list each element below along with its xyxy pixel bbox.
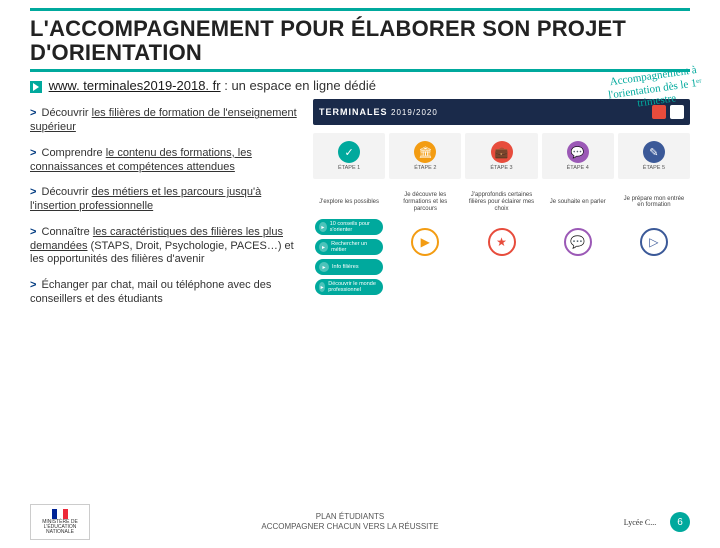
lycee-logo: Lycée C... bbox=[610, 518, 670, 527]
page-title: L'ACCOMPAGNEMENT POUR ÉLABORER SON PROJE… bbox=[30, 17, 690, 65]
card-head: Je découvre les formations et les parcou… bbox=[389, 187, 461, 217]
pill-label: Découvrir le monde professionnel bbox=[328, 281, 379, 293]
bullet-item: > Comprendre le contenu des formations, … bbox=[30, 147, 303, 175]
pill-icon: ▸ bbox=[319, 242, 328, 252]
card-column: J'explore les possibles▸10 conseils pour… bbox=[313, 187, 385, 297]
card-head: J'approfondis certaines filières pour éc… bbox=[465, 187, 537, 217]
step-tile: 🏛 ÉTAPE 2 bbox=[389, 133, 461, 179]
pill-icon: ▸ bbox=[319, 282, 325, 292]
step-label: ÉTAPE 4 bbox=[567, 165, 589, 171]
preview-panel: TERMINALES 2019/2020 ✓ ÉTAPE 1 🏛 ÉTAPE 2 💼 ÉT… bbox=[313, 99, 690, 318]
pill-label: Info filières bbox=[332, 264, 359, 270]
pill-label: 10 conseils pour s'orienter bbox=[330, 221, 379, 233]
card-head: Je prépare mon entrée en formation bbox=[618, 187, 690, 217]
pill-label: Rechercher un métier bbox=[331, 241, 379, 253]
step-icon: 💬 bbox=[567, 141, 589, 163]
cards-row: J'explore les possibles▸10 conseils pour… bbox=[313, 187, 690, 297]
page-number: 6 bbox=[670, 512, 690, 532]
ministry-logo: MINISTÈRE DE L'ÉDUCATION NATIONALE bbox=[30, 504, 90, 540]
pill-icon: ▸ bbox=[319, 222, 327, 232]
banner-title: TERMINALES 2019/2020 bbox=[319, 107, 438, 117]
card-big-icon[interactable]: ▶ bbox=[389, 217, 461, 267]
footer: MINISTÈRE DE L'ÉDUCATION NATIONALE PLAN … bbox=[30, 504, 690, 540]
step-tile: 💼 ÉTAPE 3 bbox=[465, 133, 537, 179]
card-column: Je découvre les formations et les parcou… bbox=[389, 187, 461, 297]
step-label: ÉTAPE 1 bbox=[338, 165, 360, 171]
bullet-list: > Découvrir les filières de formation de… bbox=[30, 99, 303, 318]
main-link[interactable]: www. terminales2019-2018. fr bbox=[49, 78, 221, 93]
steps-row: ✓ ÉTAPE 1 🏛 ÉTAPE 2 💼 ÉTAPE 3 💬 ÉTAPE 4 ✎ ÉTAPE 5 bbox=[313, 133, 690, 179]
step-icon: ✎ bbox=[643, 141, 665, 163]
bullet-item: > Échanger par chat, mail ou téléphone a… bbox=[30, 279, 303, 307]
card-big-icon[interactable]: ▷ bbox=[618, 217, 690, 267]
card-big-icon[interactable]: 💬 bbox=[542, 217, 614, 267]
footer-text: PLAN ÉTUDIANTSACCOMPAGNER CHACUN VERS LA… bbox=[90, 512, 610, 531]
card-big-icon[interactable]: ★ bbox=[465, 217, 537, 267]
subtitle-tail: : un espace en ligne dédié bbox=[221, 78, 376, 93]
step-label: ÉTAPE 3 bbox=[490, 165, 512, 171]
title-rule bbox=[30, 69, 690, 72]
pill-icon: ▸ bbox=[319, 262, 329, 272]
step-label: ÉTAPE 5 bbox=[643, 165, 665, 171]
step-tile: 💬 ÉTAPE 4 bbox=[542, 133, 614, 179]
bullet-item: > Découvrir des métiers et les parcours … bbox=[30, 186, 303, 214]
card-column: Je souhaite en parler💬 bbox=[542, 187, 614, 297]
step-label: ÉTAPE 2 bbox=[414, 165, 436, 171]
card-pill[interactable]: ▸Info filières bbox=[315, 259, 383, 275]
logo-icon bbox=[670, 105, 684, 119]
card-column: Je prépare mon entrée en formation▷ bbox=[618, 187, 690, 297]
card-head: J'explore les possibles bbox=[313, 187, 385, 217]
step-icon: 🏛 bbox=[414, 141, 436, 163]
step-icon: 💼 bbox=[491, 141, 513, 163]
card-pill[interactable]: ▸10 conseils pour s'orienter bbox=[315, 219, 383, 235]
card-head: Je souhaite en parler bbox=[542, 187, 614, 217]
top-rule bbox=[30, 8, 690, 11]
bullet-item: > Découvrir les filières de formation de… bbox=[30, 107, 303, 135]
step-icon: ✓ bbox=[338, 141, 360, 163]
bullet-item: > Connaître les caractéristiques des fil… bbox=[30, 226, 303, 267]
arrow-icon bbox=[30, 81, 42, 93]
step-tile: ✓ ÉTAPE 1 bbox=[313, 133, 385, 179]
card-pill[interactable]: ▸Découvrir le monde professionnel bbox=[315, 279, 383, 295]
step-tile: ✎ ÉTAPE 5 bbox=[618, 133, 690, 179]
card-column: J'approfondis certaines filières pour éc… bbox=[465, 187, 537, 297]
card-pill[interactable]: ▸Rechercher un métier bbox=[315, 239, 383, 255]
subtitle-line: www. terminales2019-2018. fr : un espace… bbox=[30, 78, 690, 93]
